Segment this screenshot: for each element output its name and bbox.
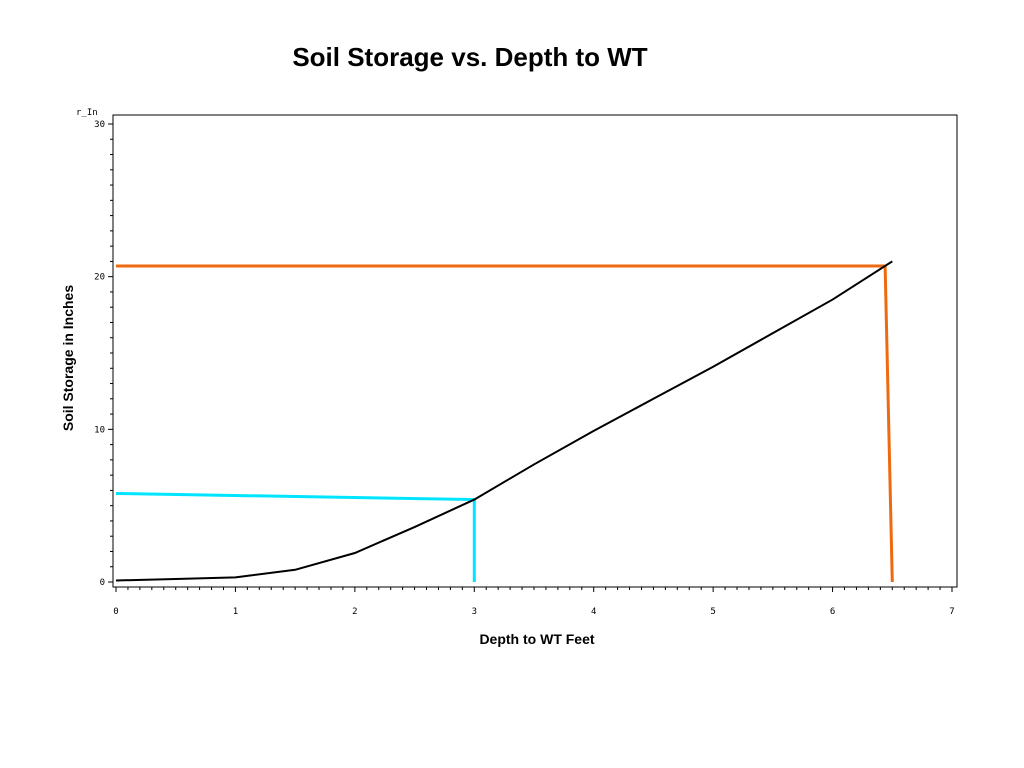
storage-curve-line	[115, 260, 893, 582]
x-tick-label: 1	[233, 607, 238, 617]
cyan-guide-line	[115, 491, 476, 582]
y-tick-label: 10	[94, 425, 105, 435]
y-tick-label: 20	[94, 273, 105, 283]
y-tick-label: 0	[100, 578, 105, 588]
y-axis-tag: r_In	[76, 108, 98, 118]
plot-frame	[112, 114, 958, 588]
x-tick-label: 2	[352, 607, 357, 617]
y-tick-label: 30	[94, 120, 105, 130]
x-tick-label: 6	[830, 607, 835, 617]
x-tick-label: 5	[710, 607, 715, 617]
x-tick-label: 0	[113, 607, 118, 617]
x-axis-label: Depth to WT Feet	[479, 631, 595, 647]
x-tick-label: 4	[591, 607, 596, 617]
data-series	[115, 260, 893, 582]
chart-title: Soil Storage vs. Depth to WT	[292, 42, 648, 72]
axis-ticks: 0 1 2 3 4 5 6 7 0 10 20 30	[94, 120, 955, 617]
orange-guide-line	[116, 264, 894, 583]
guide-lines	[115, 264, 894, 583]
x-tick-label: 7	[949, 607, 954, 617]
x-tick-label: 3	[472, 607, 477, 617]
